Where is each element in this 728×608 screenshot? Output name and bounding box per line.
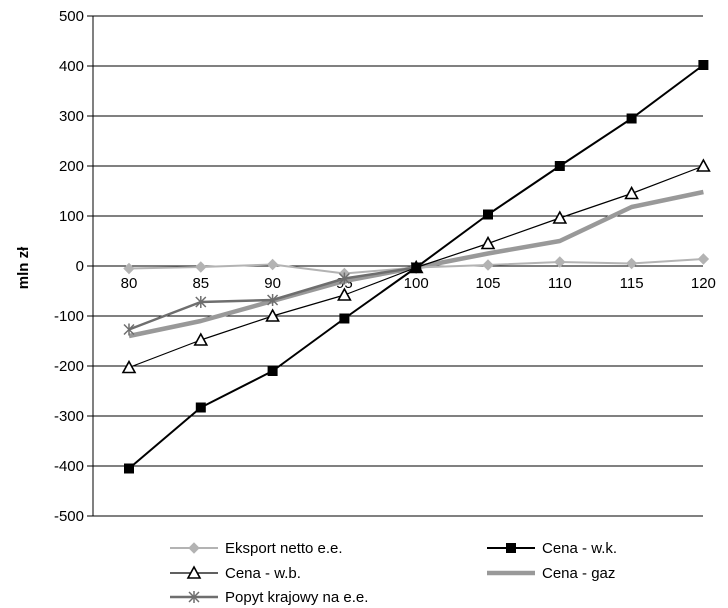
legend-label: Cena - w.k.	[542, 540, 617, 557]
series-group	[121, 60, 711, 474]
legend-label: Cena - gaz	[542, 565, 615, 582]
diamond-marker	[195, 261, 207, 273]
x-tick-label: 105	[475, 275, 500, 292]
x-tick-label: 80	[121, 275, 138, 292]
star-marker	[267, 294, 279, 306]
legend-label: Popyt krajowy na e.e.	[225, 589, 368, 606]
y-tick-label: 500	[59, 8, 84, 25]
diamond-marker	[697, 253, 710, 265]
triangle-marker	[193, 332, 209, 346]
y-tick-label: -100	[54, 308, 84, 325]
diamond-marker	[188, 542, 200, 554]
x-tick-label: 120	[691, 275, 716, 292]
square-marker	[339, 313, 350, 324]
triangle-marker	[121, 359, 137, 374]
square-marker	[195, 402, 206, 413]
x-tick-labels: 80 85 90 95 100 105 110 115 120	[121, 275, 716, 292]
square-marker	[267, 366, 278, 376]
x-tick-label: 100	[404, 275, 429, 292]
star-marker	[123, 323, 135, 336]
legend-item: Eksport netto e.e.	[170, 540, 343, 557]
legend-item: Cena - w.k.	[487, 540, 617, 557]
diamond-marker	[625, 257, 638, 270]
triangle-marker	[337, 287, 352, 301]
square-marker	[626, 113, 637, 124]
square-marker	[483, 209, 493, 220]
triangle-marker	[480, 235, 496, 250]
diamond-marker	[266, 258, 279, 271]
y-tick-label: -400	[54, 458, 84, 475]
x-tick-label: 110	[548, 275, 572, 292]
square-marker	[124, 463, 134, 474]
legend-item: Popyt krajowy na e.e.	[170, 589, 368, 606]
legend: Eksport netto e.e. Cena - w.k. Cena - w.b.…	[170, 540, 617, 606]
square-marker	[506, 543, 516, 553]
gridlines	[87, 15, 703, 517]
y-axis-label: mln zł	[15, 246, 32, 289]
star-marker	[195, 296, 207, 308]
square-marker	[554, 161, 565, 171]
triangle-marker	[265, 308, 280, 322]
series-4	[123, 261, 422, 336]
y-tick-label: 0	[76, 258, 84, 275]
y-tick-label: 100	[59, 208, 84, 225]
x-tick-label: 115	[620, 275, 644, 292]
star-marker	[338, 272, 350, 285]
y-tick-label: -200	[54, 358, 84, 375]
triangle-marker	[186, 565, 202, 579]
triangle-marker	[552, 210, 568, 224]
series-1	[124, 60, 709, 474]
square-marker	[411, 262, 422, 273]
y-tick-label: 200	[59, 158, 84, 175]
y-tick-label: 400	[59, 58, 84, 75]
legend-item: Cena - w.b.	[170, 565, 301, 582]
square-marker	[698, 60, 709, 70]
diamond-marker	[554, 256, 566, 268]
legend-item: Cena - gaz	[487, 565, 615, 582]
legend-label: Eksport netto e.e.	[225, 540, 343, 557]
x-tick-label: 90	[264, 275, 281, 292]
y-tick-label: 300	[59, 108, 84, 125]
triangle-marker	[624, 185, 639, 200]
y-tick-label: -500	[54, 508, 84, 525]
diamond-marker	[123, 262, 135, 275]
triangle-marker	[696, 158, 711, 172]
star-marker	[188, 591, 200, 603]
diamond-marker	[482, 259, 494, 271]
y-tick-labels: -500 -400 -300 -200 -100 0 100 200 300 400 500	[54, 8, 84, 525]
y-tick-label: -300	[54, 408, 84, 425]
legend-label: Cena - w.b.	[225, 565, 301, 582]
x-tick-label: 85	[192, 275, 209, 292]
